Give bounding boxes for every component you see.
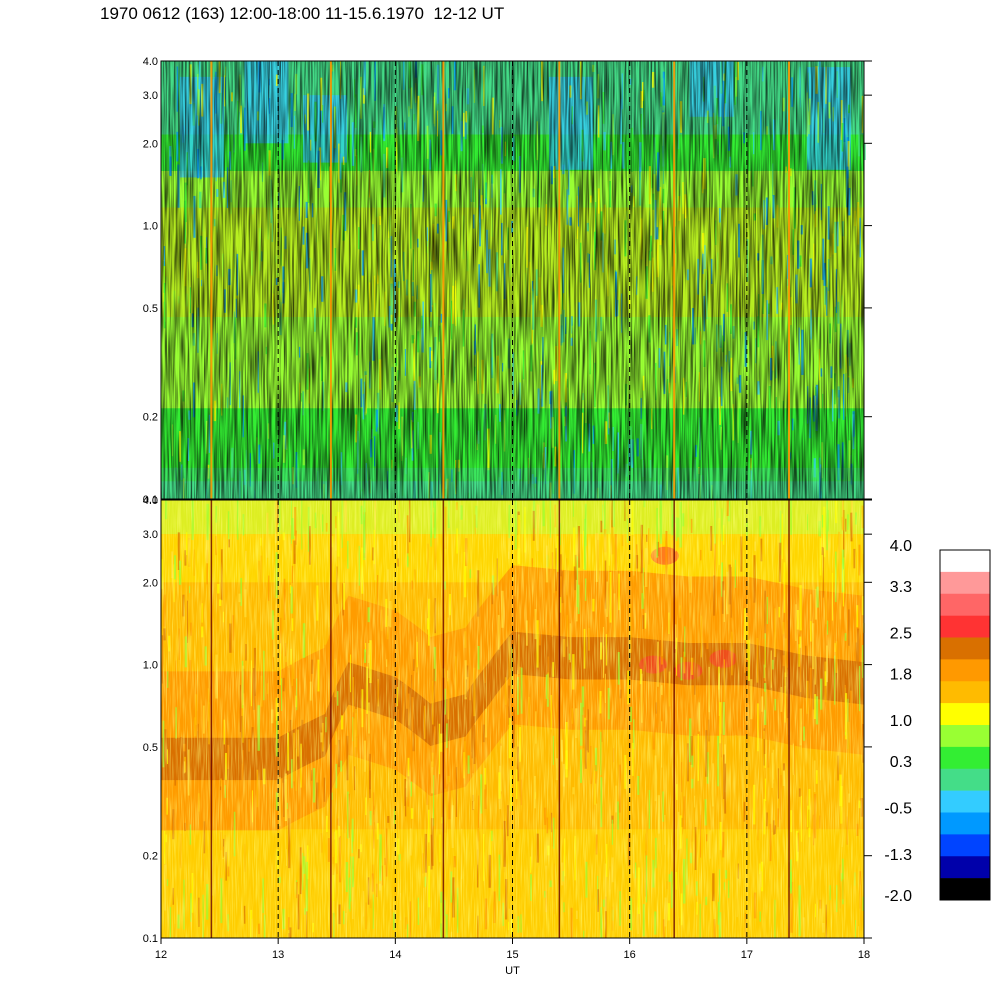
colorbar-segment [940, 725, 990, 748]
colorbar-frame [939, 549, 991, 901]
colorbar-segment [940, 856, 990, 879]
x-tick-label: 14 [389, 949, 401, 961]
y-tick-label: 2.0 [143, 577, 158, 589]
x-tick-label: 18 [858, 949, 870, 961]
colorbar-label: -2.0 [884, 888, 912, 905]
x-axis-label: UT [505, 965, 520, 977]
y-tick-label: 0.2 [143, 412, 158, 424]
y-tick-label: 0.1 [143, 933, 158, 945]
colorbar-segment [940, 834, 990, 857]
y-tick-label: 0.1 [143, 494, 158, 506]
x-tick-label: 16 [624, 949, 636, 961]
y-tick-label: 0.5 [143, 303, 158, 315]
colorbar-segment [940, 746, 990, 770]
axes: 0.10.20.51.02.03.04.00.10.20.51.02.03.04… [143, 56, 872, 977]
top-panel-streak [863, 143, 866, 161]
colorbar-label: 1.0 [890, 713, 912, 730]
colorbar-segment [940, 571, 990, 595]
colorbar-label: -1.3 [884, 847, 912, 864]
colorbar-segment [940, 790, 990, 813]
top-panel [161, 61, 866, 500]
colorbar-segment [940, 703, 990, 726]
colorbar: 4.0 3.3 2.5 1.8 1.0 0.3 -0.5 -1.3 -2.0 [884, 538, 991, 905]
colorbar-segment [940, 768, 990, 791]
colorbar-segment [940, 593, 990, 616]
x-tick-label: 17 [741, 949, 753, 961]
y-tick-label: 0.5 [143, 742, 158, 754]
colorbar-label: 4.0 [890, 538, 912, 555]
y-tick-label: 4.0 [143, 495, 158, 507]
colorbar-label: 3.3 [890, 579, 912, 596]
colorbar-segment [940, 550, 990, 573]
colorbar-segment [940, 615, 990, 638]
panel-frame [160, 60, 865, 500]
y-tick-label: 0.2 [143, 851, 158, 863]
colorbar-segment [940, 812, 990, 835]
y-tick-label: 4.0 [143, 56, 158, 68]
x-tick-label: 15 [506, 949, 518, 961]
y-tick-label: 3.0 [143, 529, 158, 541]
colorbar-segment [940, 878, 990, 901]
y-tick-label: 1.0 [143, 660, 158, 672]
colorbar-label: 1.8 [890, 666, 912, 683]
colorbar-segment [940, 659, 990, 682]
colorbar-label: 0.3 [890, 754, 912, 771]
colorbar-segment [940, 637, 990, 660]
x-tick-label: 12 [155, 949, 167, 961]
y-tick-label: 3.0 [143, 90, 158, 102]
y-tick-label: 2.0 [143, 138, 158, 150]
chart-title: 1970 0612 (163) 12:00-18:00 11-15.6.1970… [100, 4, 505, 23]
y-tick-label: 1.0 [143, 221, 158, 233]
colorbar-label: -0.5 [884, 801, 912, 818]
gridlines [210, 61, 791, 938]
colorbar-segment [940, 681, 990, 704]
x-tick-label: 13 [272, 949, 284, 961]
colorbar-label: 2.5 [890, 626, 912, 643]
